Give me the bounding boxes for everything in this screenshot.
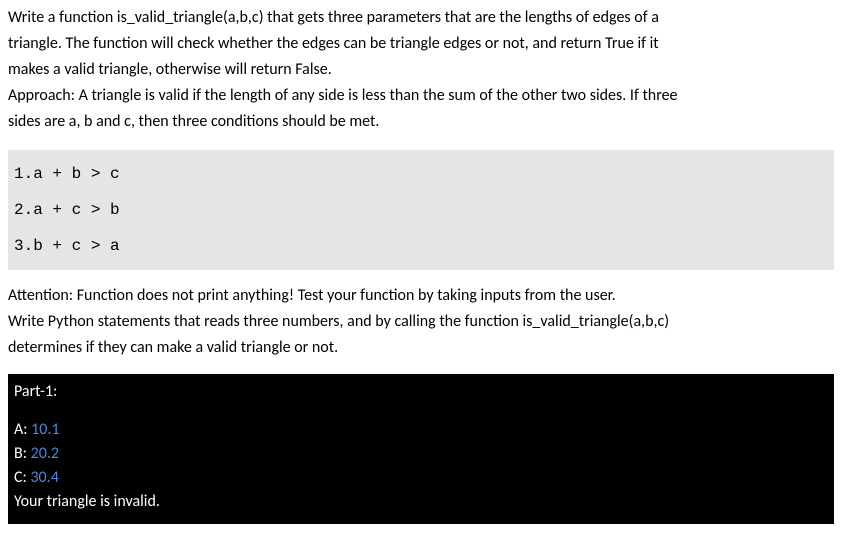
input-a: 10.1 xyxy=(31,420,59,439)
approach-text-line2: sides are a, b and c, then three conditi… xyxy=(8,110,834,134)
prompt-b: B: xyxy=(14,444,31,463)
condition-1: 1.a + b > c xyxy=(14,156,828,192)
prompt-c: C: xyxy=(14,468,30,487)
terminal-result: Your triangle is invalid. xyxy=(14,490,828,514)
problem-text-line1: Write a function is_valid_triangle(a,b,c… xyxy=(8,6,834,30)
condition-3: 3.b + c > a xyxy=(14,228,828,264)
attention-line1: Attention: Function does not print anyth… xyxy=(8,284,834,308)
input-c: 30.4 xyxy=(30,468,58,487)
problem-text-line2: triangle. The function will check whethe… xyxy=(8,32,834,56)
terminal-blank-line xyxy=(14,404,828,418)
terminal-line-b: B: 20.2 xyxy=(14,442,828,466)
prompt-a: A: xyxy=(14,420,31,439)
approach-text-line1: Approach: A triangle is valid if the len… xyxy=(8,84,834,108)
terminal-output: Part-1: A: 10.1 B: 20.2 C: 30.4 Your tri… xyxy=(8,374,834,524)
terminal-line-c: C: 30.4 xyxy=(14,466,828,490)
problem-text-line3: makes a valid triangle, otherwise will r… xyxy=(8,58,834,82)
input-b: 20.2 xyxy=(31,444,59,463)
conditions-block: 1.a + b > c 2.a + c > b 3.b + c > a xyxy=(8,150,834,270)
terminal-line-a: A: 10.1 xyxy=(14,418,828,442)
terminal-header: Part-1: xyxy=(14,380,828,404)
condition-2: 2.a + c > b xyxy=(14,192,828,228)
attention-line2: Write Python statements that reads three… xyxy=(8,310,834,334)
attention-line3: determines if they can make a valid tria… xyxy=(8,336,834,360)
